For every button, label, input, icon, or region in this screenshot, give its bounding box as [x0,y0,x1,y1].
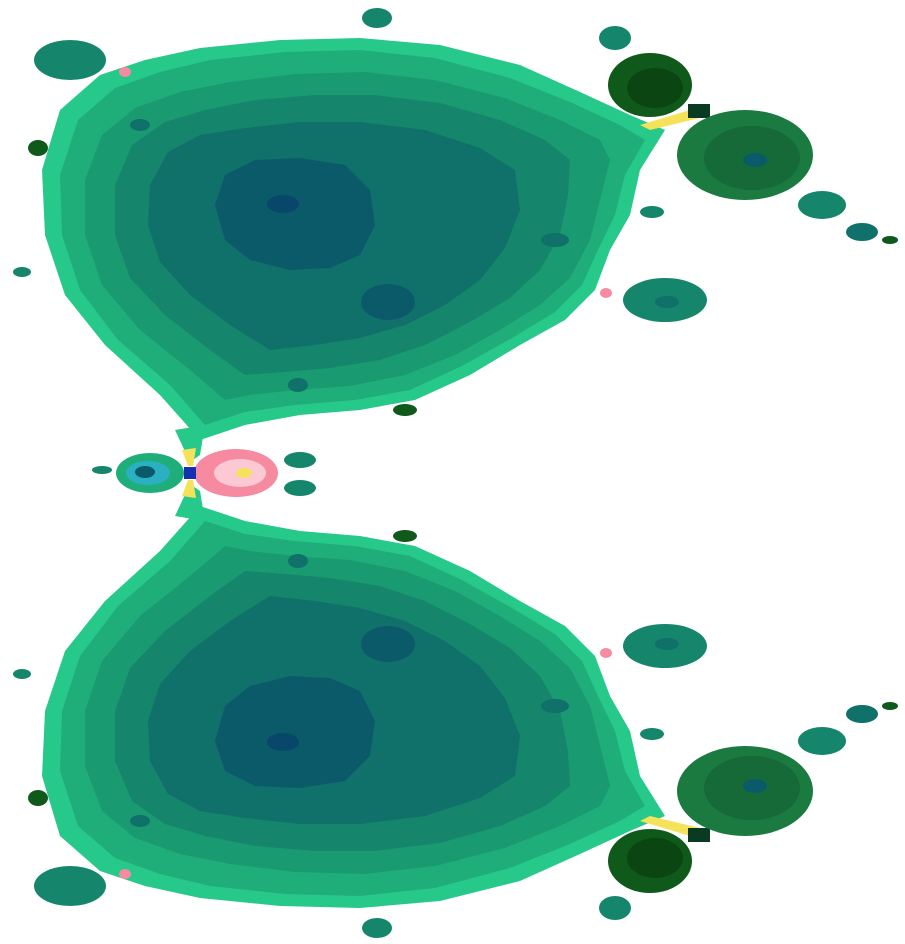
center-left-bulb-core [135,466,155,478]
center-junction [184,467,196,479]
top-body-spot-4 [288,378,308,392]
top-small-bulb [362,8,392,28]
bottom-right-yellow-spike [640,816,700,836]
top-right-junction [688,104,710,118]
center-right-satellite-1 [284,452,316,468]
bottom-left-edge-bulb-1 [28,790,48,806]
bottom-right-chain-1 [798,727,846,755]
bottom-right-mid-bulb-core [655,638,679,650]
left-edge-bulb-1 [28,140,48,156]
bottom-neck [175,484,205,521]
bottom-body-spot-3 [130,815,150,827]
small-bottom-bulb [393,404,417,416]
bottom-body-spot-1 [361,626,415,662]
bottom-right-teal-bulb-core [743,779,767,793]
bottom-right-mid-bulb-pink [600,648,612,658]
center-right-bulb-core [236,468,252,478]
top-body-core [267,195,299,213]
top-right-yellow-spike [640,110,700,130]
top-body-spot-2 [541,233,569,247]
left-edge-bulb-2 [13,267,31,277]
bottom-right-junction [688,828,710,842]
bottom-body-spot-2 [541,699,569,713]
center-right-satellite-2 [284,480,316,496]
bottom-right-dark-bulb-inner [627,838,683,878]
right-mid-bulb-core [655,296,679,308]
bottom-small-right-bulb [640,728,664,740]
bottom-cardioid-group [13,480,898,938]
top-body-spot-3 [130,119,150,131]
center-bulbs [92,449,316,497]
top-body-spot-1 [361,284,415,320]
top-cardioid-group [13,8,898,466]
top-right-dark-bulb-inner [627,68,683,108]
top-tiny-bulb [599,26,631,50]
small-right-bulb [640,206,664,218]
top-body-band-6 [215,158,375,270]
top-neck [175,425,205,462]
bottom-left-bulb [34,866,106,906]
top-left-bulb [34,40,106,80]
bottom-left-bulb-pink [119,869,131,879]
top-right-chain-1 [798,191,846,219]
top-right-teal-bulb-core [743,153,767,167]
bottom-body-band-6 [215,676,375,788]
bottom-right-chain-2 [846,705,878,723]
top-right-chain-3 [882,236,898,244]
center-left-tail [92,466,112,474]
bottom-neck-tip [182,480,196,498]
bottom-small-bulb [362,918,392,938]
bottom-body-core [267,733,299,751]
bottom-right-chain-3 [882,702,898,710]
right-mid-bulb-pink [600,288,612,298]
bottom-tiny-bulb [599,896,631,920]
bottom-body-spot-4 [288,554,308,568]
top-left-bulb-pink [119,67,131,77]
top-right-chain-2 [846,223,878,241]
top-neck-tip [182,448,196,466]
bottom-small-bottom-bulb [393,530,417,542]
bottom-left-edge-bulb-2 [13,669,31,679]
